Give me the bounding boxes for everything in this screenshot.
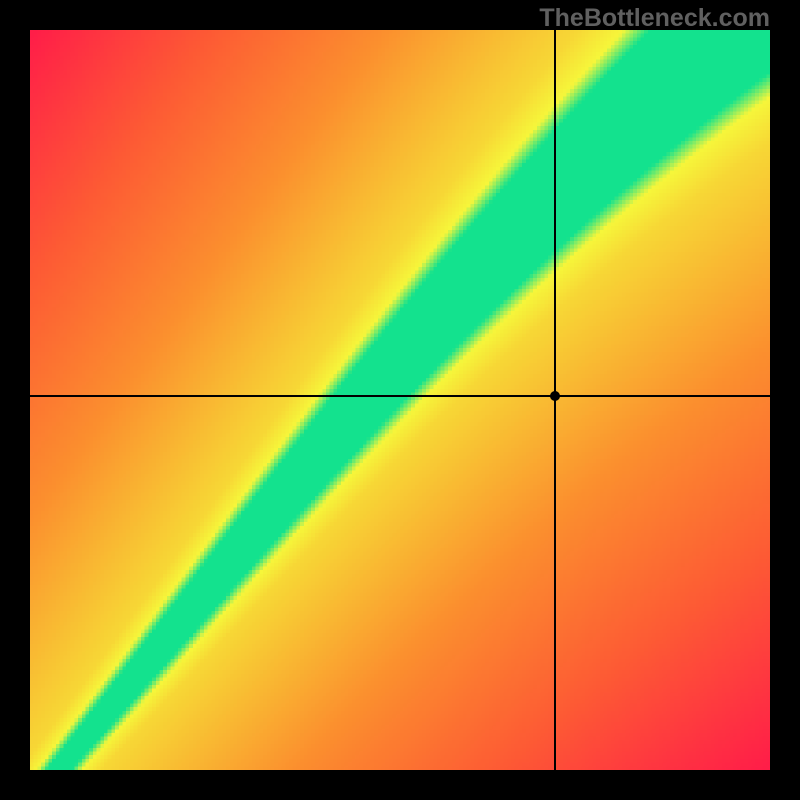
watermark-text: TheBottleneck.com bbox=[539, 4, 770, 33]
bottleneck-heatmap bbox=[30, 30, 770, 770]
chart-container: TheBottleneck.com bbox=[0, 0, 800, 800]
crosshair-horizontal bbox=[30, 395, 770, 397]
